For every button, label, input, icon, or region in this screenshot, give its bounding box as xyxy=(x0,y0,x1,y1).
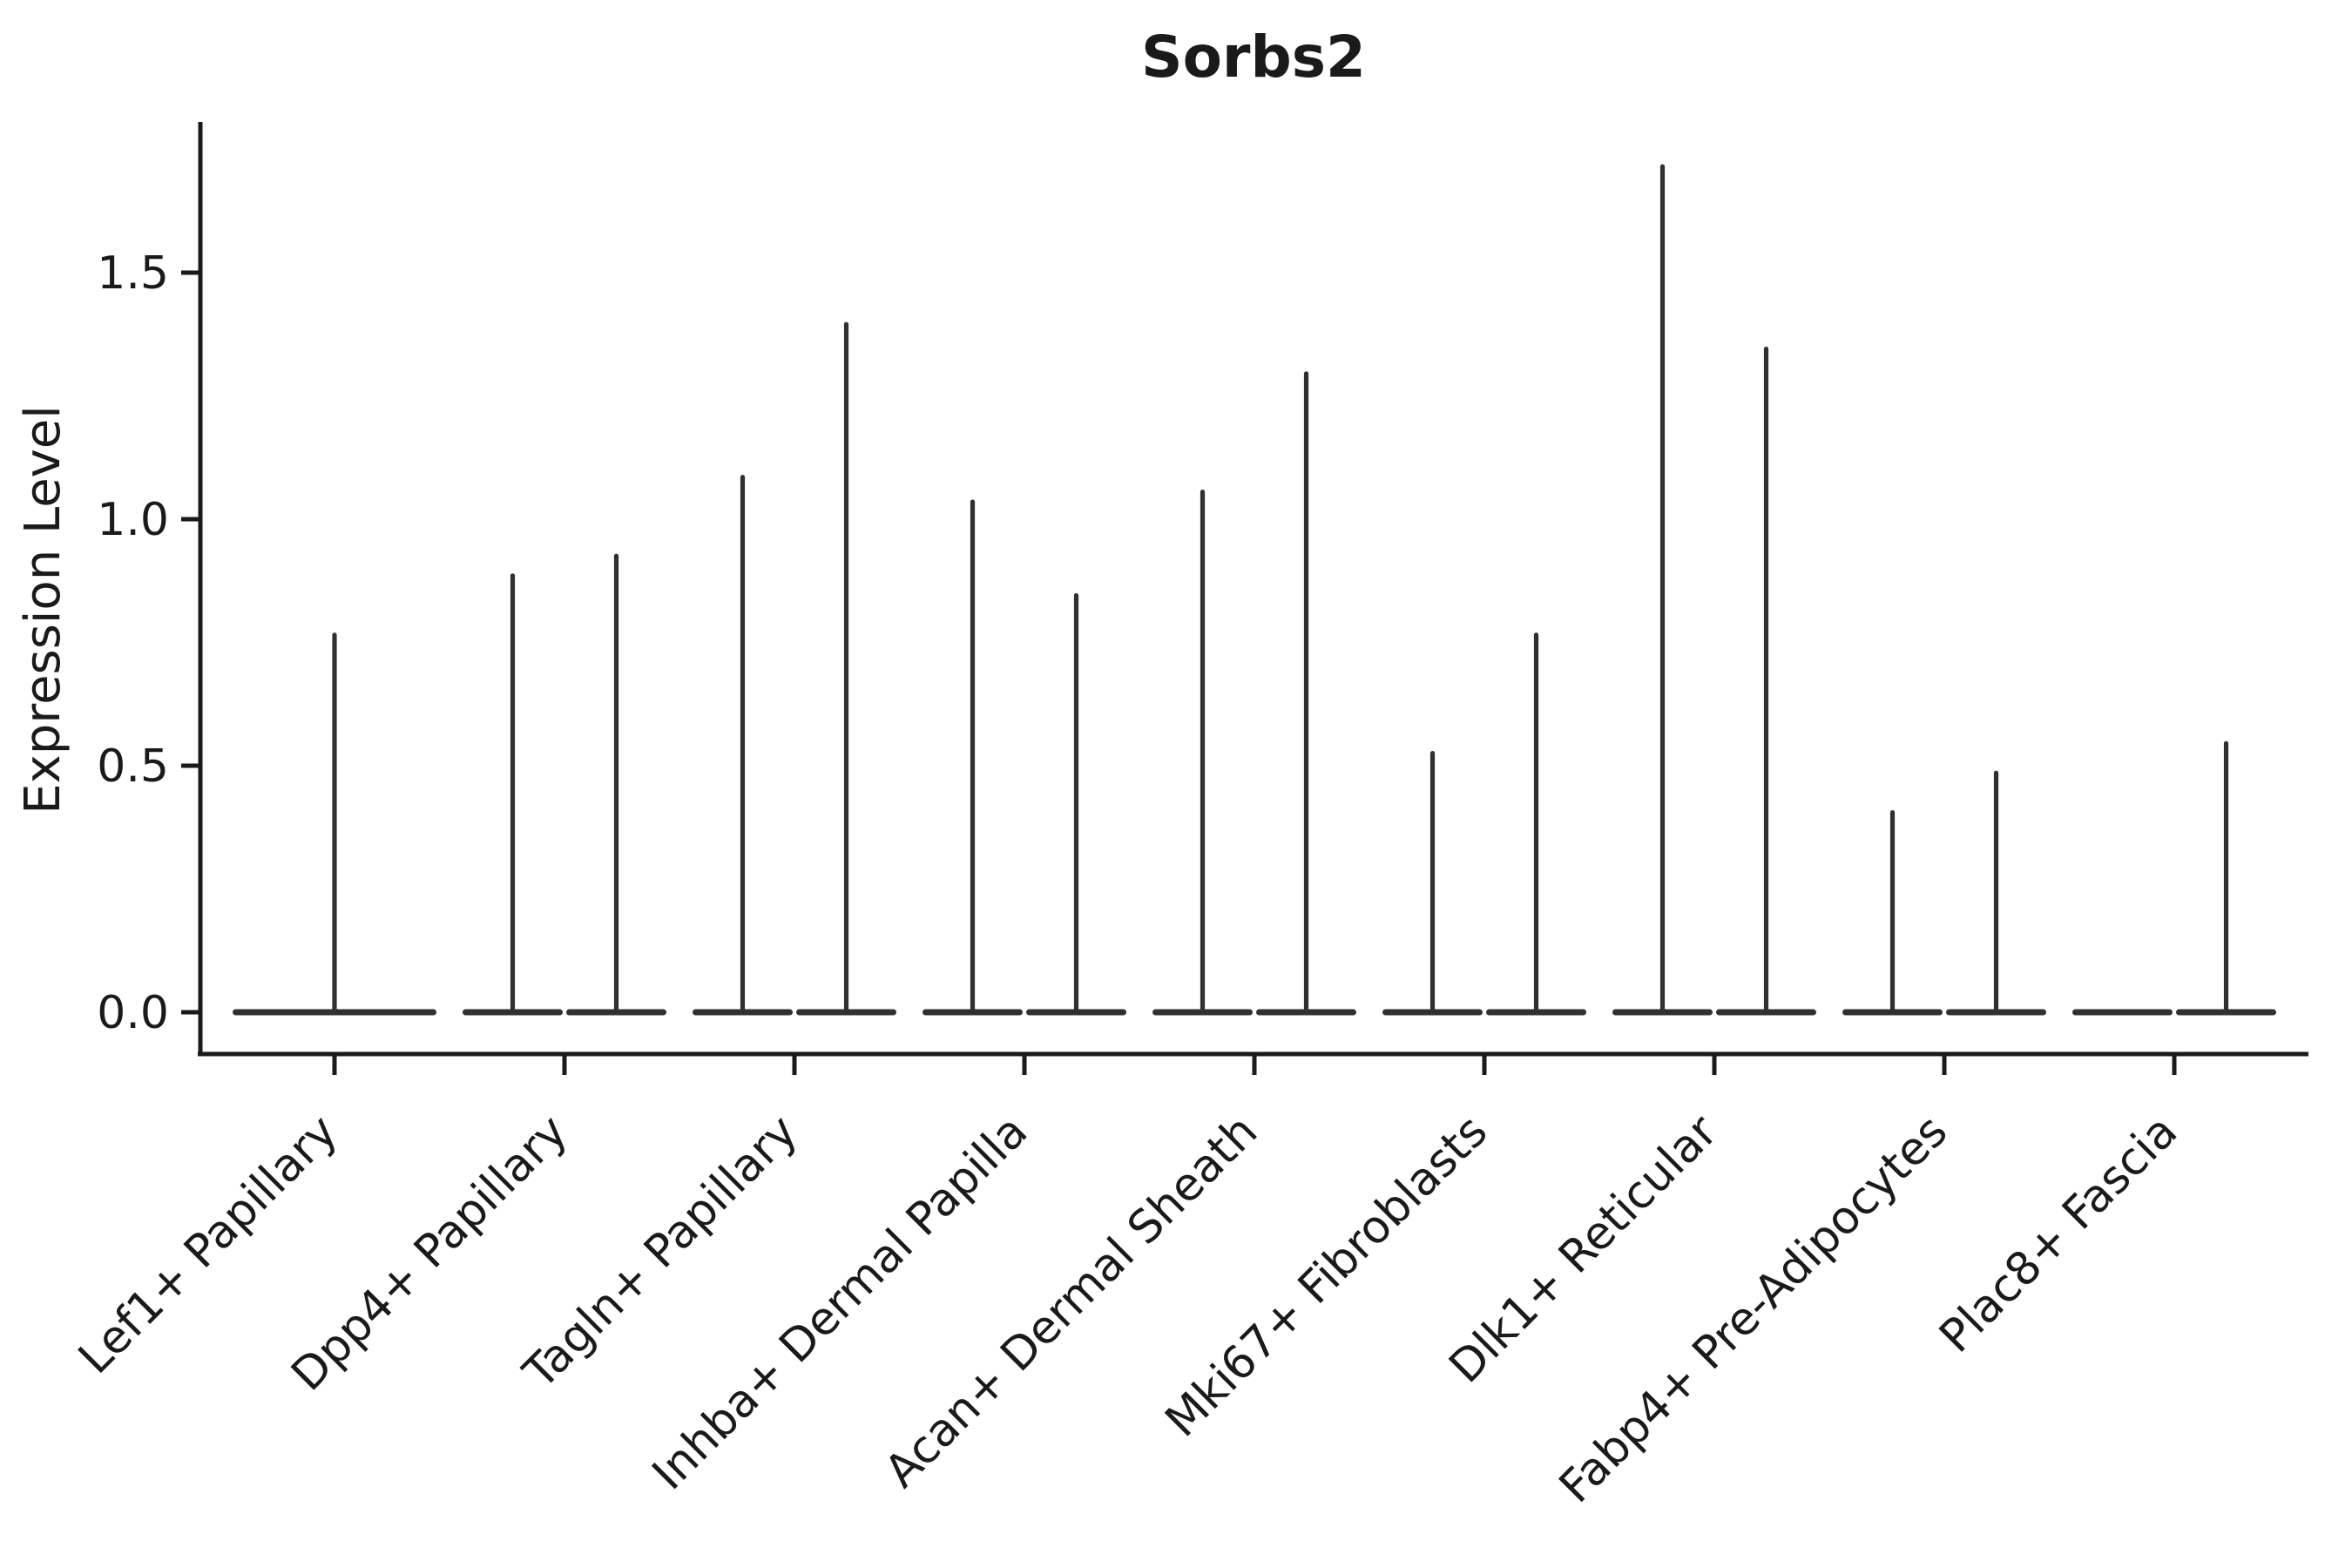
violin-spike xyxy=(1429,751,1436,1012)
violin xyxy=(463,573,563,1016)
x-tick-label: Fabp4+ Pre-Adipocytes xyxy=(1550,1105,1957,1513)
violin-spike xyxy=(1763,346,1769,1012)
violin xyxy=(1026,592,1126,1016)
x-tick-label: Inhba+ Dermal Papilla xyxy=(643,1105,1037,1500)
violin xyxy=(566,553,666,1016)
violin xyxy=(1486,632,1586,1016)
x-tick-label: Plac8+ Fascia xyxy=(1930,1105,2187,1363)
violin-spike xyxy=(1533,632,1539,1012)
x-tick-label: Acan+ Dermal Sheath xyxy=(875,1105,1268,1498)
violin xyxy=(1612,164,1713,1016)
violin-spike xyxy=(1303,371,1309,1012)
violin-spike xyxy=(1073,592,1079,1012)
violin xyxy=(923,499,1023,1016)
violin-spike xyxy=(970,499,976,1012)
violin-spike xyxy=(510,573,516,1012)
y-axis-label: Expression Level xyxy=(15,405,71,814)
chart-title: Sorbs2 xyxy=(1141,24,1366,91)
violin-spike xyxy=(740,475,746,1012)
violin-base xyxy=(2072,1009,2173,1016)
violin xyxy=(2176,740,2276,1016)
y-axis-ticks: 0.0 0.5 1.0 1.5 xyxy=(97,247,199,1039)
violin-spike xyxy=(843,321,849,1013)
violin-spike xyxy=(1889,809,1896,1012)
violin xyxy=(796,321,896,1016)
violin xyxy=(1256,371,1356,1016)
violin xyxy=(1946,770,2046,1016)
y-tick-label: 0.0 xyxy=(97,987,169,1039)
y-tick-label: 1.5 xyxy=(97,247,169,300)
violin xyxy=(1842,809,1943,1016)
violin xyxy=(2072,1009,2173,1016)
violin xyxy=(693,475,793,1016)
violin-spike xyxy=(2223,740,2229,1012)
violin xyxy=(1716,346,1816,1016)
violins xyxy=(233,164,2276,1016)
violin xyxy=(1382,751,1483,1016)
violin-spike xyxy=(613,553,619,1012)
violin xyxy=(1152,490,1253,1016)
y-tick-label: 0.5 xyxy=(97,740,169,793)
violin-spike xyxy=(1659,164,1666,1013)
violin xyxy=(233,632,436,1016)
violin-spike xyxy=(1993,770,1999,1012)
violin-spike xyxy=(332,632,337,1012)
violin-spike xyxy=(1200,490,1206,1012)
y-tick-label: 1.0 xyxy=(97,494,169,546)
